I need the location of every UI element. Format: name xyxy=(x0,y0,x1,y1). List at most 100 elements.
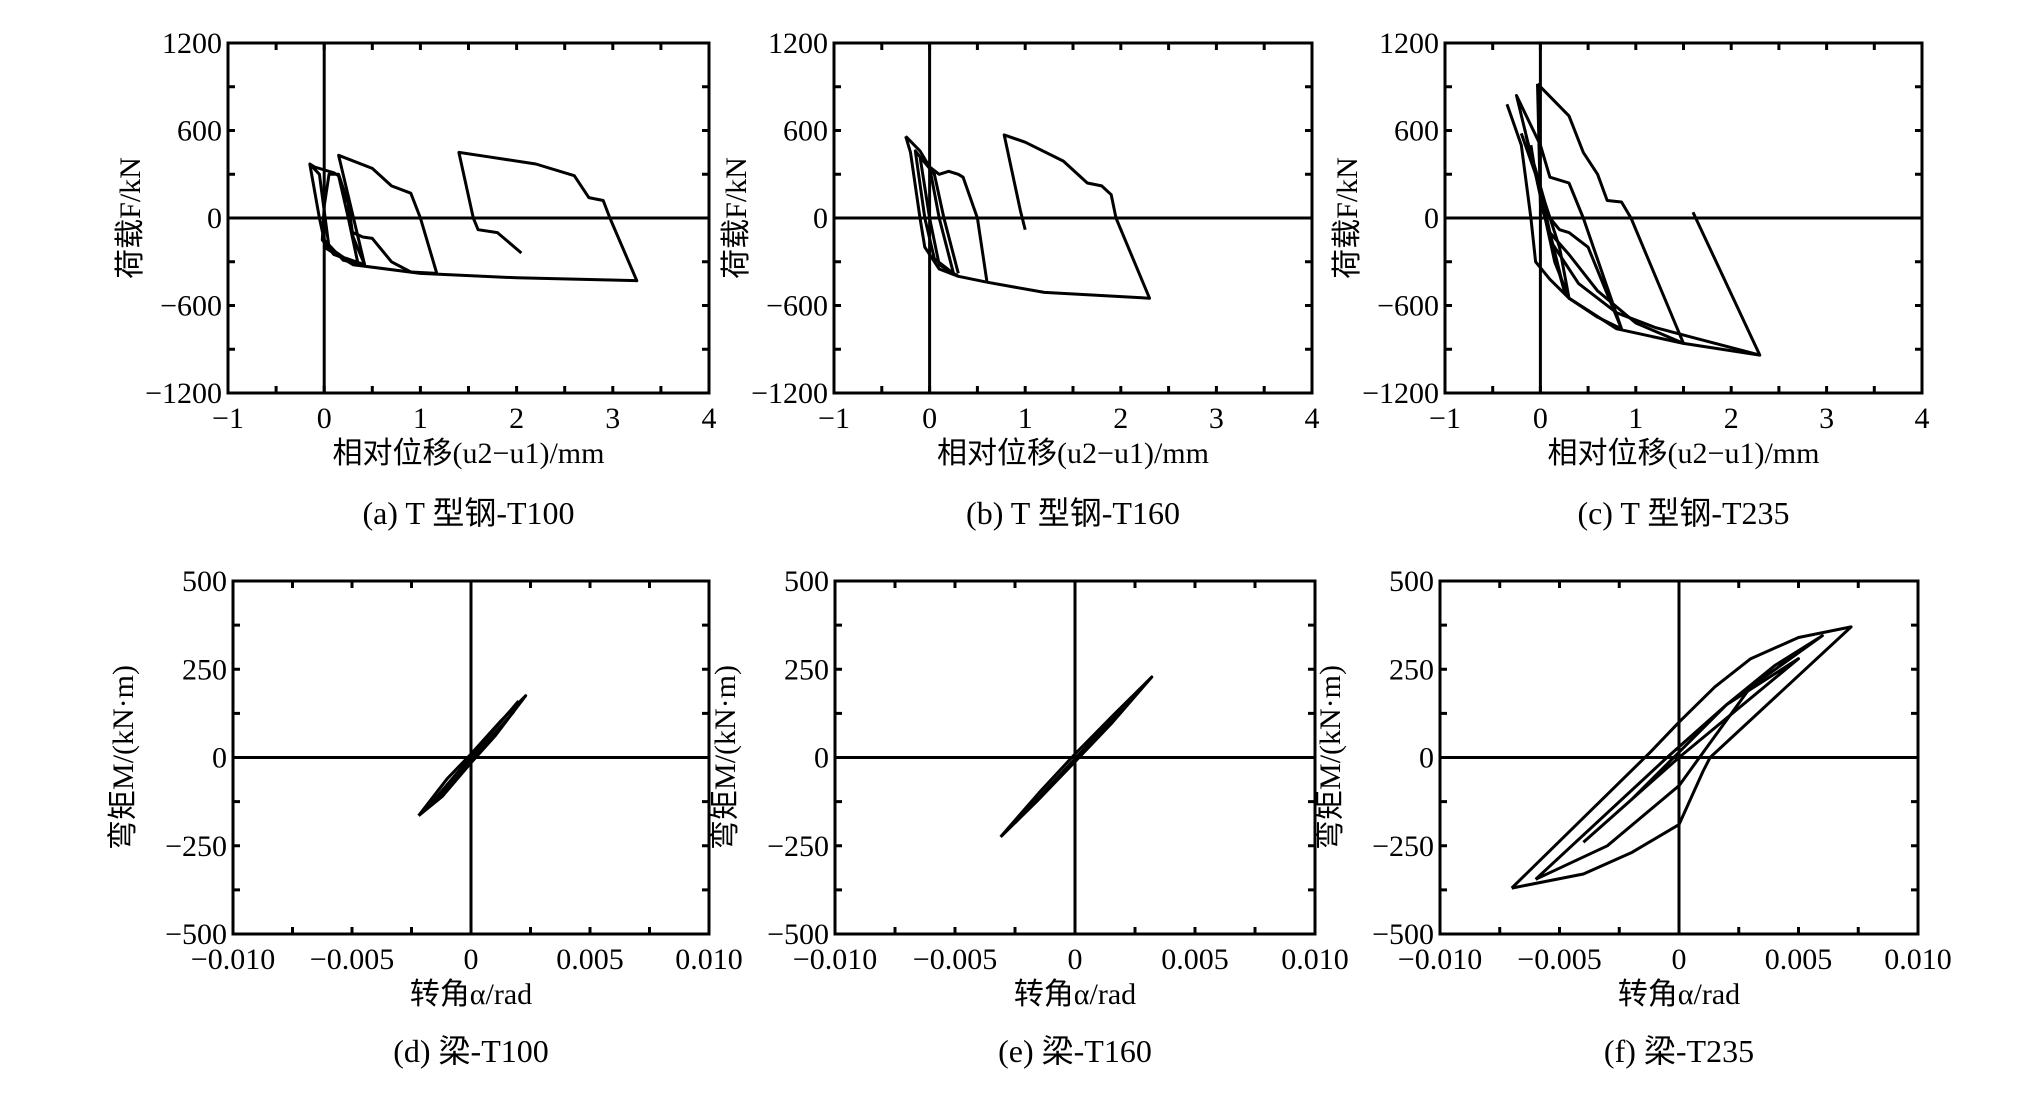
hysteresis-curve-3 xyxy=(323,150,639,283)
y-tick-label: −600 xyxy=(160,290,222,323)
y-axis-label: 弯矩M/(kN·m) xyxy=(709,665,742,850)
y-tick-label: 250 xyxy=(182,653,227,686)
y-tick-label: 0 xyxy=(813,202,828,235)
x-tick-label: 3 xyxy=(605,402,620,435)
x-tick-label: 0.005 xyxy=(1161,943,1229,976)
y-tick-label: 500 xyxy=(182,565,227,598)
y-tick-label: 600 xyxy=(1394,115,1439,148)
x-tick-label: 0.010 xyxy=(1884,943,1952,976)
hysteresis-curve-0 xyxy=(417,694,528,817)
y-axis-label: 弯矩M/(kN·m) xyxy=(1314,665,1347,850)
y-tick-label: 0 xyxy=(207,202,222,235)
x-tick-label: −1 xyxy=(818,402,850,435)
y-tick-label: 600 xyxy=(177,115,222,148)
hysteresis-curve-3 xyxy=(986,133,1151,300)
hysteresis-curve-2 xyxy=(1582,657,1800,844)
hysteresis-curve-0 xyxy=(1510,625,1853,890)
x-tick-label: 0.005 xyxy=(1765,943,1833,976)
y-tick-label: −500 xyxy=(165,918,227,951)
hysteresis-curve-4 xyxy=(1548,239,1761,357)
x-tick-label: 2 xyxy=(509,402,524,435)
y-tick-label: 500 xyxy=(784,565,829,598)
y-tick-label: 0 xyxy=(212,742,227,775)
x-tick-label: −1 xyxy=(212,402,244,435)
x-tick-label: 4 xyxy=(1915,402,1930,435)
hysteresis-curve-2 xyxy=(913,149,960,278)
x-axis-label: 相对位移(u2−u1)/mm xyxy=(937,437,1209,470)
panel-caption: (e) 梁-T160 xyxy=(998,1033,1152,1069)
x-tick-label: 2 xyxy=(1113,402,1128,435)
x-tick-label: 0 xyxy=(1672,943,1687,976)
hysteresis-curve-1 xyxy=(1534,634,1824,881)
panel-caption: (a) T 型钢-T100 xyxy=(362,495,574,531)
hysteresis-curve-0 xyxy=(904,135,989,283)
x-tick-label: 0 xyxy=(317,402,332,435)
x-axis-label: 转角α/rad xyxy=(1014,978,1136,1011)
x-axis-label: 相对位移(u2−u1)/mm xyxy=(1548,437,1820,470)
hysteresis-curve-1 xyxy=(1536,82,1685,345)
y-tick-label: 0 xyxy=(1424,202,1439,235)
panel-caption: (b) T 型钢-T160 xyxy=(966,495,1180,531)
hysteresis-curve-3 xyxy=(1568,211,1762,357)
x-tick-label: 4 xyxy=(1305,402,1320,435)
x-tick-label: 2 xyxy=(1724,402,1739,435)
x-tick-label: 0 xyxy=(922,402,937,435)
y-axis-label: 荷载F/kN xyxy=(1331,157,1364,279)
y-tick-label: −1200 xyxy=(751,377,828,410)
y-axis-label: 弯矩M/(kN·m) xyxy=(107,665,140,850)
y-tick-label: −500 xyxy=(1372,918,1434,951)
hysteresis-curve-2 xyxy=(434,710,515,803)
y-tick-label: 500 xyxy=(1389,565,1434,598)
x-axis-label: 转角α/rad xyxy=(410,978,532,1011)
chart-panel-c: −1 0 1 2 3 4 1200 600 0 −600 −1200 相对位移(u2−u1)/mm 荷载… xyxy=(1331,27,1930,470)
panel-caption: (d) 梁-T100 xyxy=(393,1033,549,1069)
hysteresis-curve-2 xyxy=(1519,132,1571,300)
y-tick-label: −250 xyxy=(1372,830,1434,863)
x-tick-label: −0.010 xyxy=(1398,943,1482,976)
panel-caption: (f) 梁-T235 xyxy=(1604,1033,1754,1069)
hysteresis-curve-0 xyxy=(999,675,1154,838)
y-tick-label: −250 xyxy=(165,830,227,863)
y-tick-label: 250 xyxy=(1389,653,1434,686)
y-axis-label: 荷载F/kN xyxy=(720,157,753,279)
x-tick-label: 0.010 xyxy=(1281,943,1349,976)
x-tick-label: 3 xyxy=(1819,402,1834,435)
x-tick-label: 0 xyxy=(1533,402,1548,435)
x-tick-label: −0.005 xyxy=(310,943,394,976)
y-tick-label: −1200 xyxy=(145,377,222,410)
x-tick-label: 0 xyxy=(464,943,479,976)
y-tick-label: 1200 xyxy=(768,27,828,60)
y-axis-label: 荷载F/kN xyxy=(114,157,147,279)
chart-panel-e: −0.010 −0.005 0 0.005 0.010 500 250 0 −250 −500 转角… xyxy=(709,565,1349,1011)
y-tick-label: −500 xyxy=(767,918,829,951)
y-tick-label: −250 xyxy=(767,830,829,863)
x-axis-label: 转角α/rad xyxy=(1618,978,1740,1011)
y-tick-label: −600 xyxy=(1377,290,1439,323)
y-tick-label: 1200 xyxy=(1379,27,1439,60)
x-tick-label: 1 xyxy=(1628,402,1643,435)
x-tick-label: 3 xyxy=(1209,402,1224,435)
x-axis-label: 相对位移(u2−u1)/mm xyxy=(333,437,605,470)
x-tick-label: 4 xyxy=(702,402,717,435)
x-tick-label: 1 xyxy=(413,402,428,435)
x-tick-label: −0.005 xyxy=(1517,943,1601,976)
chart-panel-f: −0.010 −0.005 0 0.005 0.010 500 250 0 −250 −500 转角… xyxy=(1314,565,1952,1011)
y-tick-label: −1200 xyxy=(1362,377,1439,410)
hysteresis-curve-0 xyxy=(308,162,367,267)
y-tick-label: 600 xyxy=(783,115,828,148)
y-tick-label: 250 xyxy=(784,653,829,686)
x-tick-label: 0.005 xyxy=(556,943,624,976)
x-tick-label: −1 xyxy=(1429,402,1461,435)
hysteresis-curve-1 xyxy=(1013,685,1144,824)
y-tick-label: 0 xyxy=(1419,742,1434,775)
y-tick-label: −600 xyxy=(766,290,828,323)
x-tick-label: 0 xyxy=(1068,943,1083,976)
x-tick-label: 0.010 xyxy=(675,943,743,976)
x-tick-label: −0.010 xyxy=(793,943,877,976)
hysteresis-curve-1 xyxy=(427,700,520,808)
hysteresis-curve-1 xyxy=(337,153,439,274)
chart-panel-d: −0.010 −0.005 0 0.005 0.010 500 250 0 −250 −500 转角… xyxy=(107,565,743,1011)
x-tick-label: −0.010 xyxy=(191,943,275,976)
hysteresis-curve-0 xyxy=(1505,94,1623,331)
